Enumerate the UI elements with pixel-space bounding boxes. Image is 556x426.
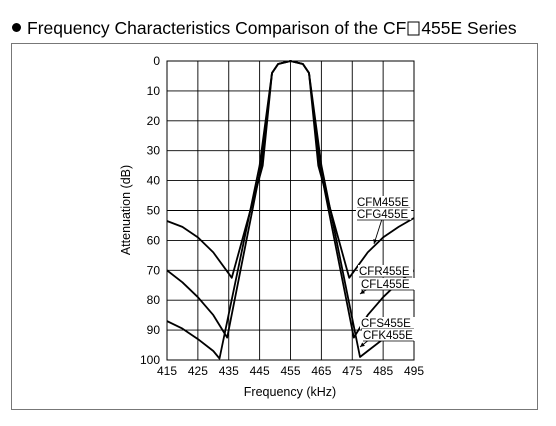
annotation-bg [356, 208, 412, 220]
annotation-label: CFL455E [361, 279, 410, 291]
x-tick-label: 465 [311, 364, 331, 378]
x-tick-label: 415 [157, 364, 177, 378]
y-tick-label: 50 [147, 204, 161, 218]
y-tick-label: 90 [147, 323, 161, 337]
x-tick-labels: 415 425 435 445 455 465 475 485 495 [157, 364, 424, 378]
chart-frame [11, 43, 538, 410]
x-tick-label: 485 [373, 364, 393, 378]
y-tick-label: 40 [147, 174, 161, 188]
annotation-label: CFM455E [357, 197, 409, 209]
x-tick-label: 425 [188, 364, 208, 378]
heading-prefix: Frequency Characteristics Comparison of … [27, 18, 407, 38]
annotation-label: CFG455E [357, 209, 408, 221]
bullet-icon [12, 23, 21, 32]
heading-suffix: 455E Series [421, 18, 517, 38]
annotation-bg [356, 196, 412, 208]
y-tick-label: 20 [147, 114, 161, 128]
x-axis-label: Frequency (kHz) [244, 385, 336, 399]
chart-heading: Frequency Characteristics Comparison of … [12, 18, 517, 39]
y-tick-label: 60 [147, 233, 161, 247]
y-tick-label: 10 [147, 84, 161, 98]
x-tick-label: 495 [404, 364, 424, 378]
series-line-2 [167, 60, 414, 360]
x-tick-label: 445 [250, 364, 270, 378]
arrow-icon [360, 342, 365, 347]
x-tick-label: 475 [342, 364, 362, 378]
arrow-icon [373, 239, 378, 244]
y-tick-label: 30 [147, 144, 161, 158]
annotation-bg [358, 265, 414, 277]
placeholder-box-icon [407, 21, 420, 36]
x-tick-label: 435 [219, 364, 239, 378]
y-axis-label: Attenuation (dB) [119, 165, 133, 255]
annotation-label: CFS455E [361, 318, 411, 330]
y-tick-label: 80 [147, 293, 161, 307]
y-tick-label: 0 [153, 54, 160, 68]
curves [167, 60, 414, 360]
annotation-bg [360, 317, 416, 329]
y-tick-label: 100 [140, 353, 160, 367]
y-tick-labels: 0 10 20 30 40 50 60 70 80 90 100 [140, 54, 160, 367]
annotation-label: CFR455E [359, 266, 410, 278]
annotation-bg [362, 329, 418, 341]
annotation-bg [360, 278, 416, 290]
annotation-label: CFK455E [363, 330, 413, 342]
y-tick-label: 70 [147, 263, 161, 277]
x-tick-label: 455 [280, 364, 300, 378]
arrow-icon [360, 289, 365, 294]
